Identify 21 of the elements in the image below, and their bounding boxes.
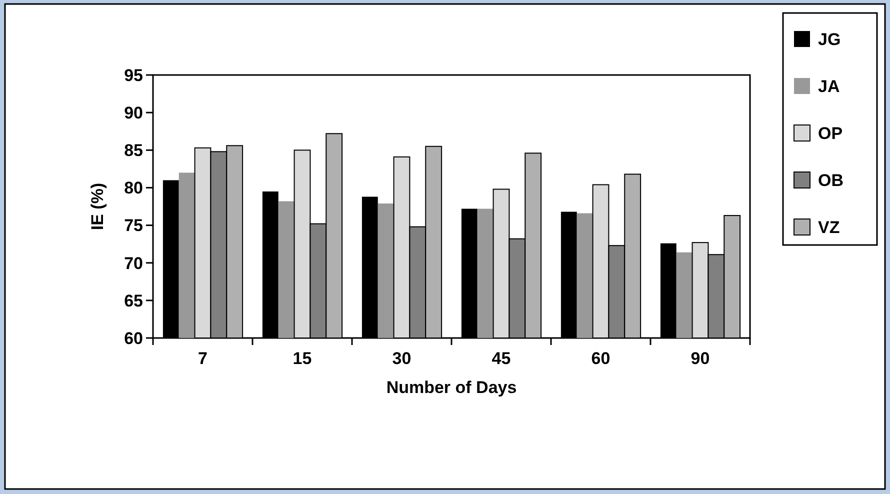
y-tick-label: 75 bbox=[124, 216, 143, 236]
legend-label: JA bbox=[818, 76, 840, 96]
x-tick-label: 90 bbox=[690, 349, 710, 368]
y-tick-label: 65 bbox=[124, 291, 143, 310]
legend-label: VZ bbox=[818, 218, 840, 237]
x-tick-label: 15 bbox=[292, 349, 312, 368]
x-tick-label: 45 bbox=[492, 349, 511, 368]
legend-label: JG bbox=[818, 30, 841, 49]
y-tick-label: 60 bbox=[124, 328, 143, 348]
x-tick-label: 7 bbox=[198, 349, 208, 368]
y-tick-label: 80 bbox=[124, 178, 143, 198]
y-tick-label: 70 bbox=[124, 254, 143, 273]
legend-label: OB bbox=[818, 170, 844, 190]
x-tick-label: 60 bbox=[591, 349, 610, 368]
y-tick-label: 95 bbox=[124, 66, 143, 85]
y-axis-title: IE (%) bbox=[88, 182, 107, 230]
x-axis-title: Number of Days bbox=[386, 378, 517, 397]
x-tick-label: 30 bbox=[392, 349, 412, 368]
y-tick-label: 90 bbox=[124, 104, 143, 123]
legend-label: OP bbox=[818, 124, 843, 143]
y-tick-label: 85 bbox=[124, 141, 143, 160]
